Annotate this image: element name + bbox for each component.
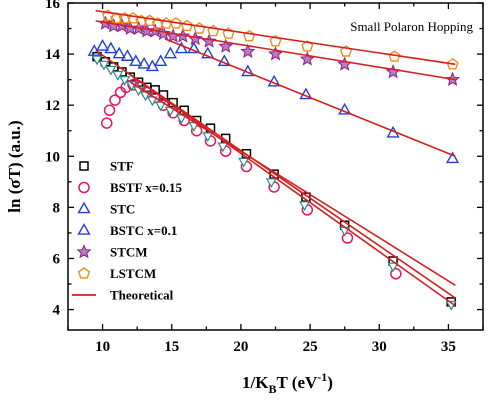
- legend-item: LSTCM: [77, 266, 156, 281]
- data-point: [446, 57, 459, 70]
- fit-lines-layer: [95, 9, 456, 307]
- data-point: [120, 49, 135, 61]
- x-axis-title: 1/KBT (eV-1): [242, 370, 333, 396]
- data-point: [265, 178, 277, 189]
- data-point: [385, 64, 401, 79]
- y-tick-label: 6: [53, 251, 61, 267]
- x-axis-title-part: T (eV: [277, 373, 318, 392]
- y-tick-label: 8: [53, 200, 61, 216]
- legend-marker: [79, 161, 89, 171]
- data-point: [127, 79, 139, 91]
- legend-label: Theoretical: [110, 288, 174, 303]
- legend-marker: [77, 267, 91, 279]
- y-axis-title: ln (σT) (a.u.): [5, 120, 24, 212]
- data-point: [163, 46, 177, 59]
- data-point: [112, 70, 124, 81]
- series-layer: [87, 9, 461, 311]
- data-point: [299, 201, 311, 212]
- data-point: [338, 102, 352, 115]
- x-tick-label: 30: [372, 339, 387, 355]
- y-tick-label: 12: [45, 98, 60, 114]
- data-point: [243, 29, 256, 42]
- legend-label: STC: [110, 202, 135, 217]
- legend-label: BSTF x=0.15: [110, 180, 182, 195]
- data-point: [91, 55, 103, 66]
- data-point: [217, 54, 231, 67]
- data-point: [109, 94, 121, 106]
- data-point: [299, 87, 313, 100]
- legend-item: STF: [79, 159, 134, 174]
- axes-layer: 10 15 20 25 30 35 4 6 8 10 12 14 16: [45, 0, 484, 355]
- x-tick-label: 20: [233, 339, 248, 355]
- y-tick-label: 14: [45, 47, 61, 63]
- legend-item: Theoretical: [72, 288, 174, 303]
- x-axis-title-part: 1/K: [242, 373, 269, 392]
- legend-item: STC: [77, 201, 135, 217]
- data-point: [390, 268, 402, 280]
- y-tick-label: 4: [53, 303, 61, 319]
- data-point: [154, 54, 168, 67]
- legend-label: LSTCM: [110, 266, 156, 281]
- data-point: [267, 46, 284, 61]
- legend-item: BSTF x=0.15: [78, 180, 182, 195]
- data-point: [137, 56, 151, 69]
- data-point: [103, 104, 116, 117]
- data-point: [299, 51, 315, 66]
- legend-item: STCM: [76, 244, 148, 260]
- x-axis-title-part: ): [327, 373, 333, 392]
- data-point: [174, 41, 189, 54]
- y-tick-label: 16: [45, 0, 61, 12]
- data-point: [341, 232, 354, 244]
- data-point: [193, 22, 206, 34]
- fit-line: [95, 20, 456, 81]
- data-point: [129, 54, 143, 67]
- legend-item: BSTC x=0.1: [77, 223, 177, 238]
- data-point: [337, 56, 353, 71]
- data-point: [240, 43, 256, 58]
- legend-marker: [77, 223, 91, 235]
- legend-marker: [78, 181, 90, 194]
- data-point: [169, 17, 182, 29]
- x-tick-label: 10: [95, 339, 110, 355]
- data-point: [445, 151, 460, 164]
- fit-line: [129, 73, 456, 299]
- legend-label: BSTC x=0.1: [110, 223, 177, 238]
- fit-line: [95, 9, 456, 66]
- data-point: [104, 41, 118, 54]
- data-point: [155, 101, 167, 112]
- x-tick-label: 15: [164, 339, 179, 355]
- data-point: [269, 34, 282, 47]
- data-point: [146, 96, 158, 107]
- legend-marker: [77, 201, 91, 214]
- legend-label: STF: [110, 159, 134, 174]
- data-point: [218, 38, 234, 53]
- data-point: [267, 74, 281, 87]
- data-point: [98, 60, 110, 71]
- data-point: [119, 76, 131, 86]
- data-point: [105, 65, 117, 76]
- x-axis-title-part: -1: [317, 370, 327, 384]
- data-point: [100, 117, 113, 129]
- legend-label: STCM: [110, 245, 148, 260]
- data-point: [301, 40, 314, 52]
- data-point: [201, 46, 215, 59]
- legend-marker: [76, 244, 92, 259]
- legend: STF BSTF x=0.15 STC BSTC x=0.1 STCM LSTCM Theo…: [72, 159, 182, 303]
- x-axis-title-part: B: [269, 382, 277, 396]
- data-point: [112, 46, 126, 59]
- fit-line: [164, 38, 456, 158]
- x-tick-label: 35: [441, 339, 456, 355]
- data-point: [95, 39, 110, 51]
- data-point: [238, 157, 250, 168]
- data-point: [187, 41, 201, 54]
- data-point: [387, 262, 399, 273]
- chart-annotation: Small Polaron Hopping: [350, 19, 473, 34]
- fit-line: [129, 81, 456, 286]
- x-tick-label: 25: [303, 339, 318, 355]
- data-point: [202, 132, 214, 143]
- data-point: [217, 142, 229, 153]
- y-tick-label: 10: [45, 149, 60, 165]
